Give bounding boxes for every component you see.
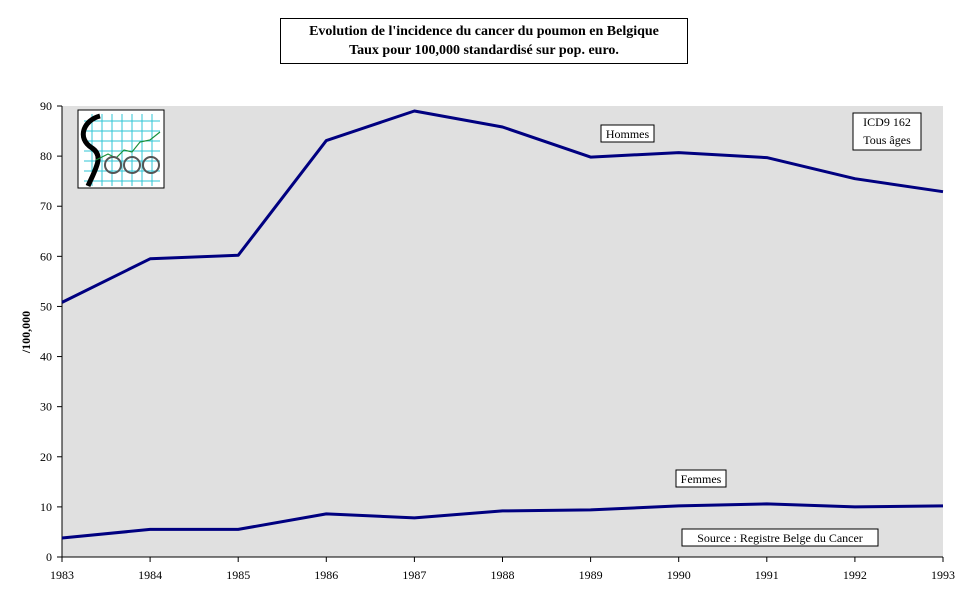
icd-code-text: ICD9 162 xyxy=(863,115,911,129)
ages-text: Tous âges xyxy=(863,133,911,147)
x-tick-label: 1984 xyxy=(138,568,162,582)
y-tick-label: 90 xyxy=(40,99,52,113)
x-tick-label: 1988 xyxy=(491,568,515,582)
y-tick-label: 70 xyxy=(40,199,52,213)
x-tick-label: 1991 xyxy=(755,568,779,582)
y-tick-label: 0 xyxy=(46,550,52,564)
chart-title: Evolution de l'incidence du cancer du po… xyxy=(309,24,659,39)
x-axis-ticks: 1983 1984 1985 1986 1987 1988 1989 1990 1991 1992… xyxy=(50,557,955,582)
x-tick-label: 1987 xyxy=(402,568,426,582)
source-text: Source : Registre Belge du Cancer xyxy=(697,531,863,545)
femmes-label: Femmes xyxy=(681,472,722,486)
y-tick-label: 80 xyxy=(40,149,52,163)
y-tick-label: 50 xyxy=(40,299,52,313)
plot-area xyxy=(62,106,943,557)
x-tick-label: 1990 xyxy=(667,568,691,582)
y-tick-label: 40 xyxy=(40,350,52,364)
x-tick-label: 1993 xyxy=(931,568,955,582)
icd-annotation-box: ICD9 162 Tous âges xyxy=(852,112,922,151)
x-tick-label: 1986 xyxy=(314,568,338,582)
femmes-label-box: Femmes xyxy=(675,469,727,488)
y-tick-label: 30 xyxy=(40,400,52,414)
logo xyxy=(77,109,165,189)
y-tick-label: 60 xyxy=(40,249,52,263)
source-box: Source : Registre Belge du Cancer xyxy=(681,528,879,547)
y-axis-label: /100,000 xyxy=(19,311,33,354)
y-tick-label: 20 xyxy=(40,450,52,464)
x-tick-label: 1989 xyxy=(579,568,603,582)
series-lines xyxy=(61,109,944,540)
x-tick-label: 1992 xyxy=(843,568,867,582)
hommes-label: Hommes xyxy=(606,127,650,141)
x-tick-label: 1985 xyxy=(226,568,250,582)
y-tick-label: 10 xyxy=(40,500,52,514)
hommes-label-box: Hommes xyxy=(600,124,655,143)
series-line-femmes xyxy=(61,502,944,540)
y-axis-ticks: 0 10 20 30 40 50 60 70 80 90 xyxy=(40,99,62,564)
chart-subtitle: Taux pour 100,000 standardisé sur pop. e… xyxy=(349,43,619,58)
series-line-hommes xyxy=(61,109,944,304)
chart-title-box: Evolution de l'incidence du cancer du po… xyxy=(280,18,688,64)
x-tick-label: 1983 xyxy=(50,568,74,582)
